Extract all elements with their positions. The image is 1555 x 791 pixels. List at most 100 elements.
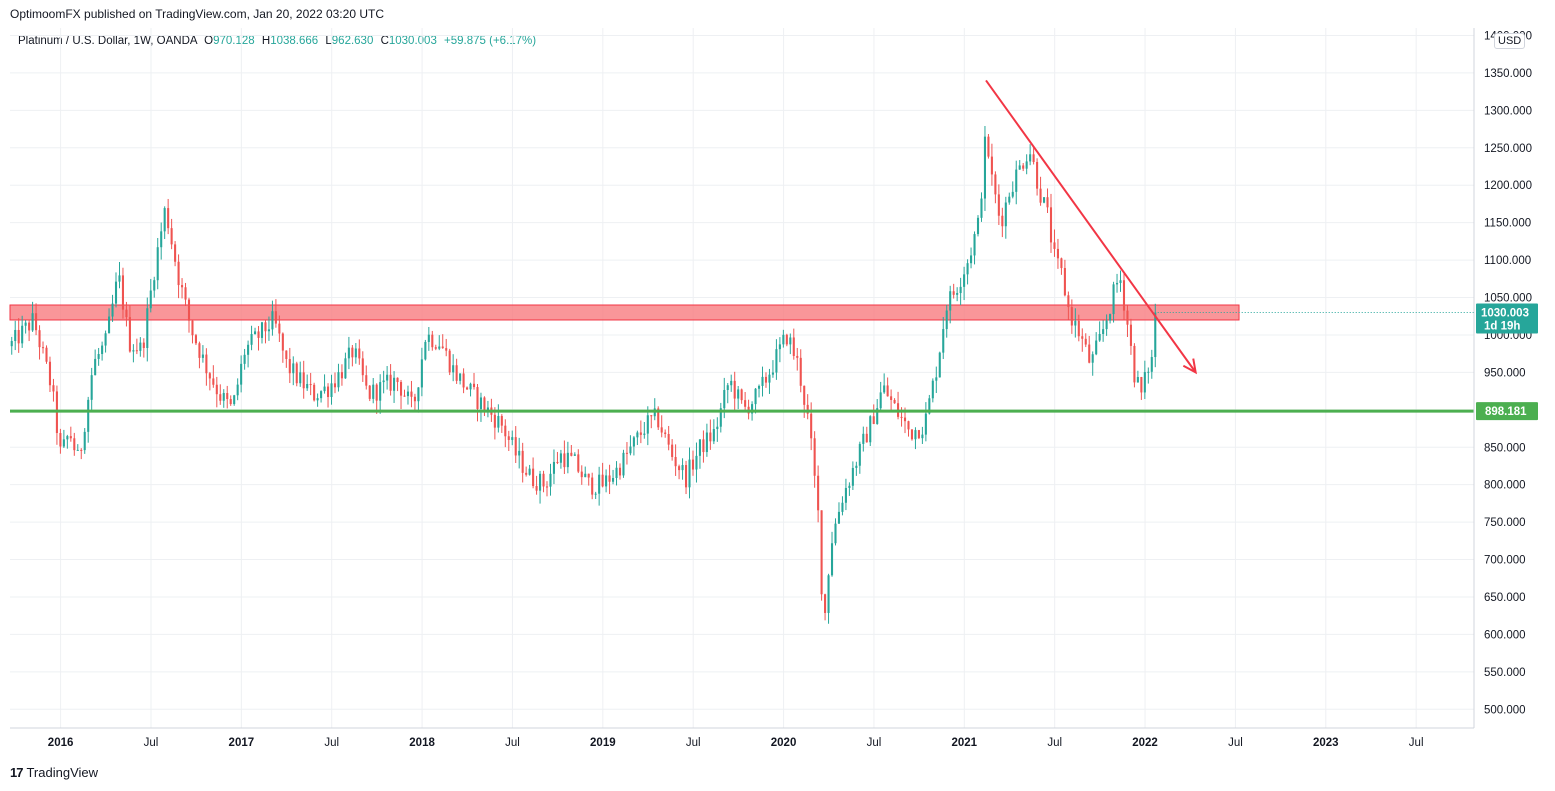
symbol-title[interactable]: Platinum / U.S. Dollar, 1W, OANDA — [18, 35, 197, 47]
candle — [417, 387, 420, 413]
candle — [10, 336, 13, 355]
candle-body — [1043, 197, 1046, 203]
candle-body — [472, 383, 476, 388]
candle — [313, 382, 316, 402]
candle-body — [87, 399, 90, 432]
candle — [664, 429, 667, 438]
candle — [17, 318, 20, 353]
candle-body — [1119, 280, 1122, 283]
candle-body — [194, 335, 197, 344]
candle-body — [518, 450, 521, 456]
candle — [667, 425, 670, 451]
y-tick-label: 1300.000 — [1484, 105, 1532, 117]
candle-body — [399, 382, 403, 396]
candle — [128, 304, 131, 353]
candle-body — [1025, 161, 1028, 169]
y-tick-label: 700.000 — [1484, 555, 1526, 567]
candle — [382, 370, 385, 394]
candle — [344, 352, 347, 379]
candle-body — [1070, 307, 1073, 326]
candle — [532, 457, 535, 489]
candle — [389, 364, 392, 396]
candle — [445, 338, 448, 357]
candle — [264, 320, 267, 344]
candle — [497, 404, 500, 433]
candle-body — [660, 427, 663, 433]
candle-body — [994, 174, 997, 195]
candle-body — [365, 375, 368, 386]
candle — [153, 276, 156, 298]
candle — [608, 464, 611, 495]
candle — [486, 400, 489, 418]
candle-body — [1067, 295, 1070, 308]
candle — [229, 395, 232, 406]
candle — [375, 383, 378, 414]
candle — [1018, 160, 1021, 170]
trend-arrow-icon — [1182, 358, 1198, 375]
candle — [1109, 313, 1112, 324]
x-tick-label: 2016 — [48, 737, 74, 749]
candle — [326, 383, 330, 408]
candle — [83, 428, 86, 454]
candle — [240, 355, 243, 393]
candle — [744, 391, 747, 413]
candle — [504, 419, 507, 448]
candle — [48, 356, 52, 393]
currency-badge[interactable]: USD — [1494, 33, 1526, 49]
candle-body — [931, 380, 934, 399]
candle — [222, 389, 225, 408]
candle — [21, 315, 24, 348]
candle-body — [945, 310, 948, 330]
support-price-label: 898.181 — [1485, 406, 1527, 418]
candle-body — [222, 393, 225, 401]
candle — [1046, 188, 1049, 214]
candle-body — [820, 510, 823, 595]
candle — [563, 440, 566, 475]
candle-body — [434, 347, 437, 349]
candle — [618, 463, 622, 480]
candle — [1150, 349, 1153, 379]
candle-body — [420, 359, 423, 388]
high-label: H — [261, 35, 271, 47]
x-tick-label: 2022 — [1132, 737, 1158, 749]
candle-body — [542, 473, 545, 487]
candle — [907, 420, 910, 437]
candle — [980, 192, 983, 222]
candle-body — [1150, 357, 1153, 372]
candle-body — [212, 378, 215, 385]
candle-body — [208, 373, 211, 379]
candle — [1154, 303, 1157, 368]
tradingview-brand[interactable]: 17 TradingView — [10, 765, 98, 780]
candle-body — [69, 436, 72, 439]
candle-body — [41, 347, 45, 349]
candle — [684, 460, 688, 495]
candle — [1022, 163, 1025, 172]
candle — [935, 366, 938, 394]
candle — [1081, 328, 1084, 352]
x-tick-label: Jul — [1047, 737, 1062, 749]
candle-body — [382, 380, 385, 383]
candle-body — [1098, 333, 1101, 341]
candle — [177, 254, 180, 299]
candle — [855, 461, 858, 476]
candle — [698, 439, 701, 469]
candle-body — [1140, 377, 1143, 393]
candle — [330, 374, 333, 405]
candle — [733, 371, 736, 411]
candle — [420, 347, 423, 397]
candle — [132, 344, 135, 363]
candle — [775, 339, 778, 380]
candle — [768, 368, 771, 394]
candle-body — [883, 385, 886, 393]
candle — [438, 335, 441, 351]
resistance-zone — [9, 304, 1240, 321]
candle-body — [903, 417, 907, 422]
candle — [472, 372, 476, 390]
candle — [38, 325, 41, 360]
candle-body — [928, 398, 931, 414]
candle-body — [737, 389, 740, 399]
candle — [1143, 360, 1146, 400]
candle — [511, 430, 514, 446]
candle-body — [754, 388, 757, 405]
